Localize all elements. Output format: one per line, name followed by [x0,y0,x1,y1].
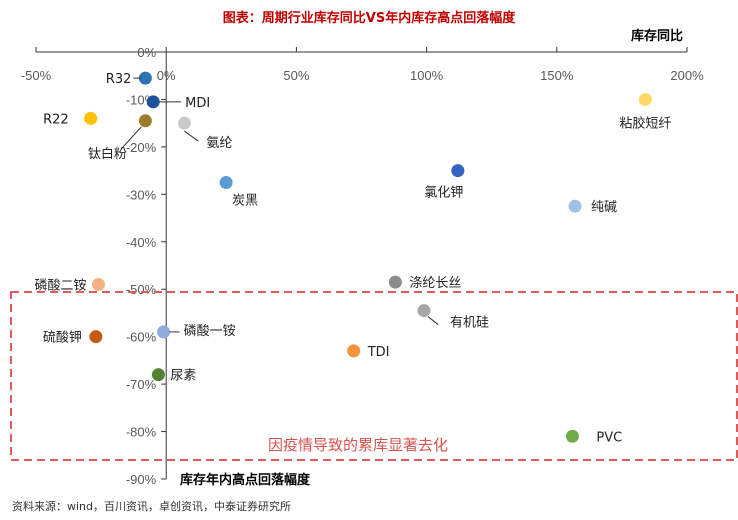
y-tick-label: -40% [126,235,157,250]
chart-title: 图表：周期行业库存同比VS年内库存高点回落幅度 [223,10,516,26]
scatter-point [347,344,361,358]
point-label: 涤纶长丝 [409,276,461,291]
point-label: MDI [185,96,210,111]
point-label: PVC [596,430,622,445]
source-note: 资料来源：wind，百川资讯，卓创资讯，中泰证券研究所 [12,499,291,513]
scatter-point [177,116,191,130]
x-tick-label: 0% [157,68,176,83]
x-axis-title: 库存同比 [631,28,683,44]
scatter-point [638,92,652,106]
scatter-point [565,429,579,443]
point-label: 氨纶 [206,136,232,151]
point-label: 硫酸钾 [43,331,82,346]
x-tick-label: 50% [283,68,309,83]
scatter-point [451,164,465,178]
point-label: 粘胶短纤 [619,115,671,131]
x-tick-label: 100% [410,68,444,83]
y-tick-label: -80% [126,425,157,440]
y-tick-label: -70% [126,377,157,392]
scatter-point [146,95,160,109]
destocking-highlight-box [10,291,738,461]
destocking-annotation: 因疫情导致的累库显著去化 [268,436,448,454]
point-label: 炭黑 [232,193,258,208]
point-label: 磷酸二铵 [34,278,86,293]
y-axis-title: 库存年内高点回落幅度 [180,472,311,488]
scatter-point [91,277,105,291]
x-tick-label: 200% [670,68,704,83]
y-tick-label: -60% [126,330,157,345]
point-label: 磷酸一铵 [184,324,236,339]
point-label: 氯化钾 [424,186,463,201]
scatter-point [157,325,171,339]
scatter-point [138,71,152,85]
scatter-point [138,114,152,128]
y-tick-label: 0% [137,45,156,60]
scatter-point [151,368,165,382]
point-label: 纯碱 [591,200,617,215]
scatter-point [388,275,402,289]
point-leader-line [184,130,199,142]
y-tick-label: -50% [126,282,157,297]
point-leader-line [120,126,142,150]
x-tick-label: 150% [540,68,574,83]
point-label: TDI [367,345,390,360]
x-tick-label: -50% [21,68,52,83]
y-tick-label: -30% [126,187,157,202]
point-label: R32 [106,72,132,87]
scatter-point [219,175,233,189]
point-label: 尿素 [170,369,196,384]
y-tick-label: -90% [126,472,157,487]
y-tick-label: -20% [126,140,157,155]
scatter-point [417,304,431,318]
point-label: 钛白粉 [88,146,127,162]
point-label: R22 [43,112,69,127]
point-leader-line [427,316,439,325]
scatter-point [568,199,582,213]
scatter-point [89,330,103,344]
scatter-point [84,111,98,125]
point-label: 有机硅 [450,316,489,331]
